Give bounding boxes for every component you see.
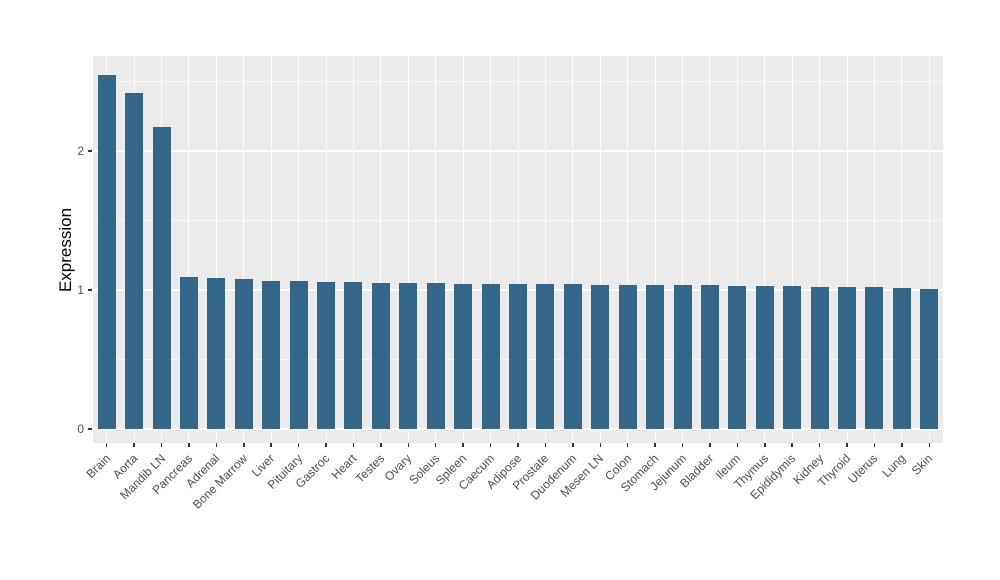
gridline-vertical xyxy=(873,56,875,443)
bar xyxy=(371,282,390,429)
bar xyxy=(700,285,719,429)
y-tick-label: 0 xyxy=(77,422,84,436)
bar xyxy=(399,283,418,429)
bar xyxy=(536,284,555,429)
x-tick-mark xyxy=(215,443,218,447)
gridline-vertical xyxy=(791,56,793,443)
bar xyxy=(152,127,171,429)
gridline-vertical xyxy=(928,56,930,443)
x-tick-mark xyxy=(626,443,629,447)
bar xyxy=(509,284,527,429)
x-tick-mark xyxy=(572,443,574,447)
bar xyxy=(783,286,802,429)
gridline-vertical xyxy=(352,56,354,443)
gridline-vertical xyxy=(325,56,327,443)
bar xyxy=(755,285,774,429)
x-tick-mark xyxy=(352,443,355,447)
x-tick-mark xyxy=(105,443,108,447)
gridline-vertical xyxy=(599,56,601,443)
gridline-vertical xyxy=(736,56,738,443)
x-tick-mark xyxy=(462,443,464,447)
bar xyxy=(728,285,747,429)
x-tick-mark xyxy=(681,443,684,447)
x-tick-mark xyxy=(654,443,656,447)
gridline-vertical xyxy=(709,56,711,443)
bar xyxy=(892,288,911,429)
y-tick-label: 2 xyxy=(77,144,84,158)
x-tick-mark xyxy=(243,443,245,447)
bar xyxy=(125,92,144,429)
bar xyxy=(426,283,445,429)
gridline-vertical xyxy=(901,56,903,443)
plot-panel xyxy=(93,56,943,443)
y-tick-mark xyxy=(88,428,92,430)
x-tick-mark xyxy=(736,443,739,447)
bar xyxy=(317,281,336,429)
gridline-vertical xyxy=(517,56,519,443)
x-tick-mark xyxy=(297,443,300,447)
gridline-vertical xyxy=(270,56,272,443)
bar xyxy=(673,285,692,429)
bar xyxy=(454,283,473,429)
bar xyxy=(646,284,665,429)
bar xyxy=(481,283,500,429)
x-tick-mark xyxy=(818,443,821,447)
gridline-vertical xyxy=(819,56,821,443)
gridline-vertical xyxy=(188,56,190,443)
gridline-vertical xyxy=(682,56,684,443)
bar xyxy=(234,279,253,429)
x-tick-mark xyxy=(928,443,931,447)
gridline-vertical xyxy=(380,56,382,443)
gridline-vertical xyxy=(490,56,492,443)
bar xyxy=(97,74,116,429)
gridline-vertical xyxy=(435,56,437,443)
x-tick-mark xyxy=(489,443,492,447)
x-tick-mark xyxy=(709,443,711,447)
gridline-vertical xyxy=(627,56,629,443)
gridline-vertical xyxy=(654,56,656,443)
bar xyxy=(618,284,637,429)
bar xyxy=(207,278,226,429)
x-tick-mark xyxy=(873,443,876,447)
y-tick-label: 1 xyxy=(77,283,84,297)
bar xyxy=(344,282,363,429)
bar xyxy=(262,280,281,429)
bar xyxy=(563,284,582,429)
x-tick-mark xyxy=(325,443,327,447)
gridline-vertical xyxy=(407,56,409,443)
x-tick-mark xyxy=(544,443,547,447)
gridline-vertical xyxy=(572,56,574,443)
x-tick-mark xyxy=(380,443,382,447)
x-tick-mark xyxy=(270,443,272,447)
gridline-vertical xyxy=(846,56,848,443)
bar xyxy=(865,287,884,429)
y-axis-title: Expression xyxy=(56,207,75,292)
gridline-vertical xyxy=(544,56,546,443)
x-tick-mark xyxy=(188,443,190,447)
gridline-vertical xyxy=(215,56,217,443)
x-tick-mark xyxy=(791,443,793,447)
x-tick-mark xyxy=(846,443,848,447)
gridline-vertical xyxy=(764,56,766,443)
bar xyxy=(920,289,939,429)
bar xyxy=(810,286,829,429)
x-tick-mark xyxy=(599,443,601,447)
gridline-vertical xyxy=(298,56,300,443)
bar xyxy=(838,286,857,429)
x-tick-mark xyxy=(901,443,903,447)
x-tick-mark xyxy=(133,443,135,447)
x-tick-mark xyxy=(160,443,163,447)
x-tick-mark xyxy=(407,443,410,447)
gridline-vertical xyxy=(243,56,245,443)
x-tick-mark xyxy=(517,443,519,447)
gridline-vertical xyxy=(462,56,464,443)
bar xyxy=(289,281,308,429)
y-tick-mark xyxy=(88,289,92,291)
bar xyxy=(591,284,610,429)
x-tick-mark xyxy=(764,443,766,447)
y-tick-mark xyxy=(88,150,92,152)
bar xyxy=(179,276,198,429)
x-tick-mark xyxy=(434,443,437,447)
